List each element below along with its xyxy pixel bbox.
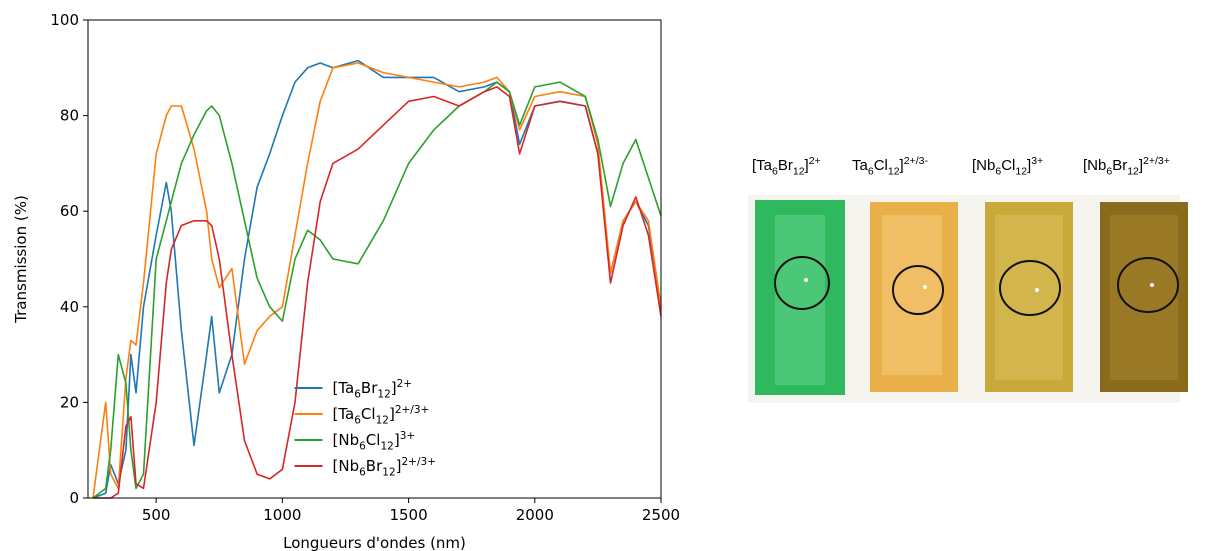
x-tick-label: 1500 (389, 506, 427, 524)
circle-mark (1117, 257, 1179, 313)
x-tick-label: 500 (142, 506, 171, 524)
y-tick-label: 0 (69, 489, 79, 507)
y-tick-label: 40 (60, 298, 79, 316)
photo-label: [Nb6​Br12​]2+/3+ (1083, 155, 1170, 178)
spot (923, 285, 927, 289)
slide-highlight (775, 215, 825, 385)
series-line (92, 81, 662, 499)
y-tick-label: 100 (50, 11, 79, 29)
spot (1150, 283, 1154, 287)
photo-label: [Ta6​Br12​]2+ (752, 155, 821, 178)
spot (1035, 288, 1039, 292)
photo (748, 195, 1188, 403)
x-axis-label: Longueurs d'ondes (nm) (283, 534, 466, 551)
photo-label: [Nb6​Cl12​]3+ (972, 155, 1043, 178)
y-tick-label: 60 (60, 202, 79, 220)
photo-label: Ta6​Cl12​]2+/3- (852, 155, 928, 178)
legend-label: [Ta6​Br12​]2+ (333, 378, 413, 401)
circle-mark (999, 260, 1061, 316)
y-axis-label: Transmission (%) (12, 195, 30, 324)
legend-label: [Nb6​Cl12​]3+ (333, 430, 416, 453)
y-tick-label: 80 (60, 107, 79, 125)
x-tick-label: 2500 (642, 506, 680, 524)
x-tick-label: 2000 (516, 506, 554, 524)
spot (804, 278, 808, 282)
plot-frame (87, 19, 662, 499)
slide-highlight (882, 215, 942, 375)
series-line (92, 62, 662, 499)
circle-mark (774, 256, 830, 310)
circle-mark (892, 265, 944, 315)
series-line (93, 86, 662, 499)
slide-highlight (995, 215, 1063, 380)
x-tick-label: 1000 (263, 506, 301, 524)
legend-label: [Ta6​Cl12​]2+/3+ (333, 404, 430, 427)
y-tick-label: 20 (60, 393, 79, 411)
legend-label: [Nb6​Br12​]2+/3+ (333, 456, 437, 479)
